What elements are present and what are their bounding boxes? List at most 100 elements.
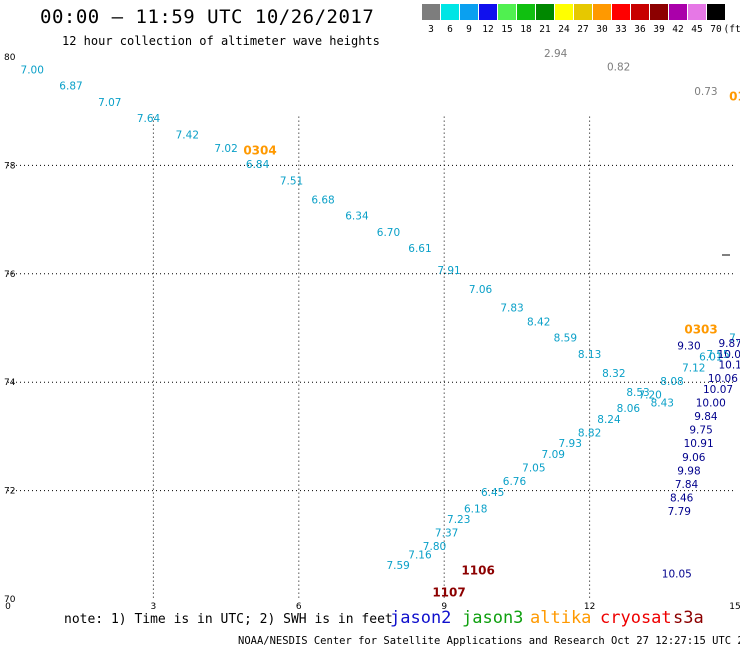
- x-tick-label: 3: [151, 602, 157, 612]
- data-point-label: 0.82: [607, 62, 630, 74]
- legend-label: 24: [558, 24, 570, 35]
- data-point-label: 7.02: [214, 143, 237, 155]
- data-point-label: 8.13: [578, 349, 601, 361]
- credit-line: NOAA/NESDIS Center for Satellite Applica…: [238, 635, 740, 647]
- legend-swatch: [517, 4, 535, 20]
- legend-swatch: [707, 4, 725, 20]
- y-tick-label: 70: [4, 595, 16, 605]
- data-point-label: 6.68: [311, 194, 334, 206]
- data-point-label: 9.06: [682, 452, 706, 464]
- data-point-label: 7.23: [447, 514, 470, 526]
- legend-swatch: [574, 4, 592, 20]
- legend-swatch: [422, 4, 440, 20]
- satellite-label-jason3: jason3: [462, 608, 524, 628]
- legend-swatch: [441, 4, 459, 20]
- data-point-label: 9.84: [694, 411, 718, 423]
- data-point-label: 01: [729, 89, 740, 103]
- data-point-label: 6.01: [699, 352, 722, 364]
- data-point-label: 8.53: [626, 387, 649, 399]
- data-point-label: 7.1: [729, 333, 740, 345]
- x-tick-label: 0: [5, 602, 11, 612]
- data-point-label: 9.87: [718, 338, 740, 350]
- legend-swatch: [498, 4, 516, 20]
- legend-swatch: [669, 4, 687, 20]
- data-point-label: 1107: [432, 585, 465, 599]
- data-point-label: 7.80: [423, 541, 446, 553]
- satellite-label-altika: altika: [530, 608, 592, 628]
- x-tick-label: 6: [296, 602, 302, 612]
- legend-label: 42: [672, 24, 684, 35]
- legend-label: 12: [482, 24, 494, 35]
- legend-swatch: [612, 4, 630, 20]
- data-point-label: 0.73: [694, 86, 717, 98]
- x-tick-label: 9: [441, 602, 447, 612]
- data-point-label: 7.93: [559, 438, 582, 450]
- legend-label: 27: [577, 24, 589, 35]
- legend-label: 18: [520, 24, 532, 35]
- data-point-label: 9.75: [689, 425, 712, 437]
- data-point-label: 10.05: [662, 568, 692, 580]
- legend-label: 15: [501, 24, 513, 35]
- data-point-label: 6.18: [464, 503, 487, 515]
- legend-label: 45: [691, 24, 703, 35]
- y-tick-label: 78: [4, 161, 16, 171]
- satellite-label-s3a: s3a: [673, 608, 704, 628]
- legend-swatch: [460, 4, 478, 20]
- legend-swatch: [593, 4, 611, 20]
- data-point-label: 7.20: [638, 389, 661, 401]
- satellite-label-cryosat: cryosat: [600, 608, 672, 628]
- chart-title: 00:00 – 11:59 UTC 10/26/2017: [40, 6, 375, 28]
- data-point-label: 9.30: [677, 341, 700, 353]
- legend-swatch: [555, 4, 573, 20]
- data-point-label: 7.00: [21, 64, 44, 76]
- data-point-label: 10.00: [696, 398, 726, 410]
- data-point-label: 10.06: [708, 373, 738, 385]
- legend-swatch: [650, 4, 668, 20]
- y-tick-label: 72: [4, 487, 15, 497]
- data-point-label: 6.84: [246, 159, 270, 171]
- data-point-label: 7.83: [500, 303, 523, 315]
- legend-label: 70: [710, 24, 722, 35]
- y-tick-label: 74: [4, 378, 16, 388]
- legend-label: 33: [615, 24, 627, 35]
- data-point-label: 10.1: [718, 360, 740, 372]
- data-point-label: 7.06: [469, 284, 493, 296]
- data-point-label: 7.16: [408, 549, 432, 561]
- data-point-label: 6.76: [503, 476, 527, 488]
- data-point-label: 10.05: [718, 349, 740, 361]
- data-point-label: 7.55: [706, 349, 729, 361]
- legend-label: 30: [596, 24, 608, 35]
- x-tick-label: 15: [729, 602, 740, 612]
- data-point-label: 0304: [243, 144, 276, 158]
- data-point-label: 8.06: [617, 403, 641, 415]
- footnote: note: 1) Time is in UTC; 2) SWH is in fe…: [64, 612, 393, 627]
- satellite-label-jason2: jason2: [390, 608, 452, 628]
- data-point-label: 8.42: [527, 316, 550, 328]
- data-point-label: 7.37: [435, 528, 458, 540]
- legend-swatch: [688, 4, 706, 20]
- data-point-label: 7.64: [137, 113, 161, 125]
- legend-label: 9: [466, 24, 472, 35]
- y-tick-label: 80: [4, 53, 16, 63]
- data-point-label: 8.08: [660, 376, 683, 388]
- data-point-label: 7.51: [280, 175, 303, 187]
- data-point-label: 8.24: [597, 414, 621, 426]
- data-point-label: 8.32: [602, 368, 625, 380]
- data-point-label: 8.59: [554, 333, 577, 345]
- data-point-label: 7.59: [386, 560, 409, 572]
- data-point-label: 6.61: [408, 243, 431, 255]
- data-point-label: 7.79: [668, 506, 691, 518]
- data-point-label: 6.45: [481, 487, 504, 499]
- legend-label: 39: [653, 24, 665, 35]
- legend-swatch: [536, 4, 554, 20]
- data-point-label: 10.07: [703, 384, 733, 396]
- data-point-label: 8.43: [651, 398, 674, 410]
- data-point-label: 10.91: [684, 438, 714, 450]
- data-point-label: 7.07: [98, 97, 121, 109]
- legend-swatch: [631, 4, 649, 20]
- data-point-label: 2.94: [544, 48, 568, 60]
- data-point-label: 7.12: [682, 362, 705, 374]
- data-point-label: 1106: [461, 564, 494, 578]
- data-point-label: 7.09: [542, 449, 565, 461]
